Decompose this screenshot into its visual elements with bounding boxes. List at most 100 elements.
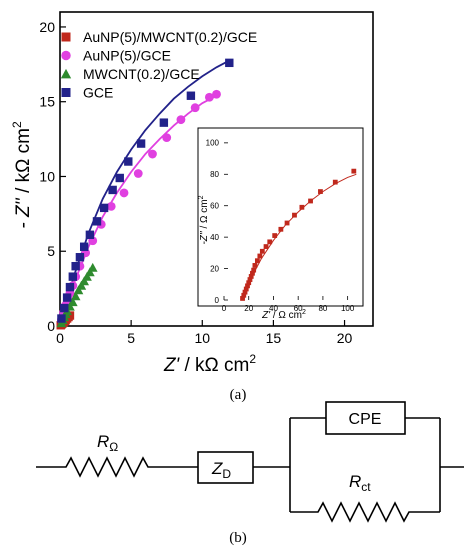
main-point-square [71,261,80,271]
inset-point-square [254,258,260,264]
inset-point-square [284,220,290,226]
inset-chart: 0 20 40 60 80 100 0 20 40 60 80 100 Z' / Ω cm2 -Z'… [197,127,364,321]
main-point-square [85,230,95,239]
main-point-square [60,303,69,313]
main-point-triangle [73,285,84,295]
main-point-square [99,203,109,213]
inset-x-ticks: 0 20 40 60 80 100 [222,296,355,313]
main-point-square [186,91,196,100]
main-y-axis-label: - Z'' / kΩ cm2 [10,121,34,229]
main-point-circle [176,115,186,125]
legend-entry-label: AuNP(5)/MWCNT(0.2)/GCE [83,29,257,45]
inset-point-square [318,189,323,194]
main-point-square [57,314,66,323]
zd-label: ZD [211,459,231,481]
main-point-triangle [87,262,98,272]
inset-point-square [241,292,247,298]
inset-x-tick-label: 0 [222,304,227,313]
legend-entry-label: GCE [83,85,113,101]
main-x-tick-label: 20 [337,330,353,346]
inset-y-tick-label: 20 [210,264,219,273]
main-x-tick-label: 10 [194,330,210,346]
inset-point-square [243,286,249,292]
inset-point-square [292,212,297,218]
main-point-square [62,293,72,302]
panel-label-a: (a) [230,387,247,403]
main-point-triangle [67,297,78,307]
inset-y-axis-label: -Z'' / Ω cm2 [198,195,210,244]
inset-point-square [278,226,284,232]
main-point-triangle [79,276,90,286]
inset-point-square [252,263,258,268]
main-x-ticks: 0 5 10 15 20 [56,320,353,346]
legend-marker-triangle [60,68,72,79]
inset-frame [197,127,364,307]
main-point-square [108,185,117,195]
main-point-square [75,253,85,262]
inset-point-square [245,283,250,289]
main-point-circle [162,133,172,143]
main-point-triangle [82,271,92,281]
main-point-square [65,282,75,292]
main-point-circle [148,149,157,159]
inset-y-tick-label: 0 [215,296,220,305]
main-fit-line [59,94,217,327]
legend: AuNP(5)/MWCNT(0.2)/GCE AuNP(5)/GCE MWCNT(0… [60,29,257,101]
inset-point-square [351,168,357,174]
inset-point-square [259,248,265,254]
inset-point-square [308,198,313,204]
inset-point-square [251,267,257,273]
legend-marker-square [61,32,71,42]
inset-y-ticks: 0 20 40 60 80 100 [206,139,228,305]
main-point-triangle [76,280,87,290]
cpe-label: CPE [349,411,382,428]
inset-point-square [267,239,273,245]
main-point-circle [190,103,200,113]
inset-point-square [332,179,338,185]
main-point-square [65,311,75,320]
main-point-square [79,242,89,251]
inset-x-tick-label: 20 [244,304,253,313]
inset-point-square [263,244,269,249]
main-data-points [56,58,234,330]
inset-point-square [272,233,278,238]
inset-point-square [247,277,253,282]
main-y-tick-label: 10 [39,168,55,184]
main-y-tick-label: 0 [47,318,55,334]
inset-point-square [250,270,255,276]
main-point-triangle [70,291,81,301]
main-point-circle [106,201,116,211]
main-y-tick-label: 20 [39,19,55,35]
main-y-ticks: 0 5 10 15 20 [39,19,66,334]
inset-x-axis-label: Z' / Ω cm2 [261,309,306,321]
main-x-tick-label: 0 [56,330,64,346]
inset-y-tick-label: 40 [210,233,219,242]
main-point-square [136,139,146,148]
main-point-square [124,157,133,166]
main-x-axis-label: Z' / kΩ cm2 [163,352,256,376]
main-y-tick-label: 5 [47,243,55,259]
r-ct-label: Rct [349,472,371,494]
inset-x-tick-label: 80 [318,304,327,313]
main-x-tick-label: 15 [266,330,282,346]
equivalent-circuit: RΩ ZD CPE Rct [36,401,464,523]
panel-label-b: (b) [229,530,247,546]
inset-x-tick-label: 40 [269,304,278,313]
main-point-circle [133,169,143,178]
inset-x-tick-label: 100 [341,304,355,313]
inset-point-square [248,274,254,279]
inset-point-square [246,280,252,286]
inset-y-tick-label: 60 [210,202,219,211]
main-point-circle [212,89,221,99]
inset-point-square [299,204,305,210]
r-omega-label: RΩ [97,432,118,454]
legend-marker-square [61,88,71,97]
main-y-tick-label: 15 [39,94,55,110]
inset-data-points [240,168,357,301]
inset-y-tick-label: 80 [210,170,219,179]
main-point-square [225,58,234,68]
main-point-square [159,118,169,127]
legend-marker-circle [61,50,71,61]
